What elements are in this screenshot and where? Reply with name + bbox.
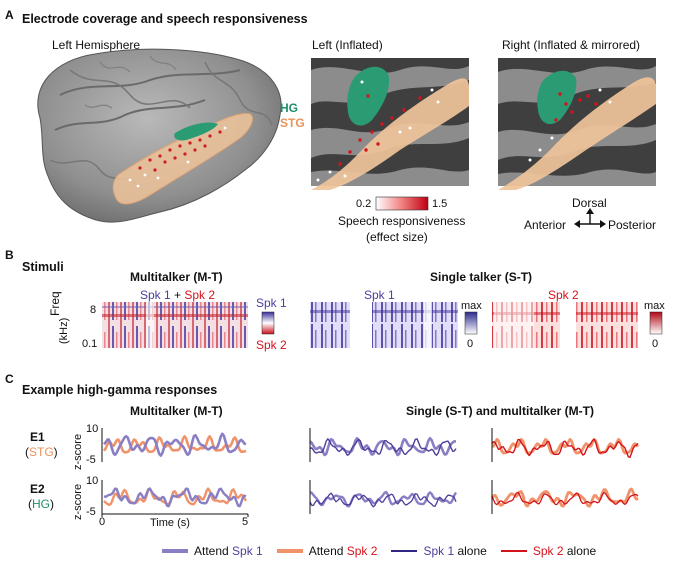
e1-st-attend-spk1-trace xyxy=(309,437,457,457)
e1-st-spk2-alone-trace xyxy=(491,438,639,458)
e2-mt-attend-spk1-trace xyxy=(103,487,247,508)
ylabel-e1: z-score xyxy=(72,433,84,470)
ytick-e2-top: 10 xyxy=(86,475,99,487)
legend-attend-word-2: Attend xyxy=(308,544,347,558)
legend-spk1-word: Spk 1 xyxy=(232,544,263,558)
freq-axis-label: Freq xyxy=(48,291,62,316)
axes-multitalker xyxy=(101,428,249,517)
orientation-compass xyxy=(574,208,606,228)
ytick-e1-bottom: -5 xyxy=(86,454,96,466)
panel-b-letter: B xyxy=(5,248,14,262)
responsiveness-colorbar xyxy=(375,196,429,211)
legend-attend-spk2: Attend Spk 2 xyxy=(309,544,378,558)
xlabel-time: Time (s) xyxy=(150,517,190,529)
e1-mt-attend-spk1-trace xyxy=(103,432,247,457)
xtick-5: 5 xyxy=(242,516,249,528)
compass-posterior: Posterior xyxy=(608,218,657,232)
left-hemisphere-label: Left Hemisphere xyxy=(52,38,141,52)
e2-st-spk1-alone-trace xyxy=(309,492,457,508)
spk1-spectrogram xyxy=(310,302,458,348)
legend-attend-word: Attend xyxy=(194,544,233,558)
legend-attend-spk1: Attend Spk 1 xyxy=(194,544,263,558)
e2-st-spk2-alone-trace xyxy=(491,491,639,506)
legend-swatch-spk1-alone xyxy=(391,550,418,552)
bipolar-colorbar xyxy=(261,311,275,335)
spk1-colorbar xyxy=(464,311,478,335)
e2-region-name: HG xyxy=(32,497,50,511)
freq-tick-top: 8 xyxy=(90,304,97,316)
colorbar-label: Speech responsiveness xyxy=(338,214,466,228)
spk2-colorbar-zero: 0 xyxy=(652,338,659,350)
ylabel-e2: z-score xyxy=(72,483,84,520)
panel-c-title: Example high-gamma responses xyxy=(22,383,218,397)
freq-axis-unit: (kHz) xyxy=(58,317,70,344)
compass-dorsal: Dorsal xyxy=(572,196,607,210)
panel-a-graphics xyxy=(37,48,656,228)
panel-a-title: Electrode coverage and speech responsive… xyxy=(22,12,308,26)
bipolar-top-label: Spk 1 xyxy=(256,296,287,310)
left-inflated-brain xyxy=(311,58,469,190)
multitalker-spectrogram xyxy=(102,302,248,348)
multitalker-title: Multitalker (M-T) xyxy=(130,270,223,284)
single-spk2-label: Spk 2 xyxy=(548,288,579,302)
freq-tick-bottom: 0.1 xyxy=(82,338,98,350)
electrode-e2: E2 xyxy=(30,482,45,496)
left-inflated-label: Left (Inflated) xyxy=(312,38,383,52)
e1-st-attend-spk2-trace xyxy=(491,438,640,455)
mix-spk1: Spk 1 xyxy=(140,288,171,302)
compass-anterior: Anterior xyxy=(524,218,567,232)
e2-st-attend-spk1-trace xyxy=(309,490,458,508)
ytick-e1-top: 10 xyxy=(86,423,99,435)
right-inflated-brain xyxy=(498,58,656,190)
legend-spk2-word: Spk 2 xyxy=(346,544,378,558)
ytick-e2-bottom: -5 xyxy=(86,506,96,518)
legend-swatch-attend-spk2 xyxy=(276,549,303,553)
mix-spk2: Spk 2 xyxy=(184,288,216,302)
electrode-e1: E1 xyxy=(30,430,45,444)
legend-alone-word-2: alone xyxy=(563,544,597,558)
single-spk1-label: Spk 1 xyxy=(364,288,395,302)
legend-spk1-alone-word: Spk 1 xyxy=(423,544,455,558)
mix-plus: + xyxy=(170,288,185,302)
spk2-colorbar-max: max xyxy=(644,300,665,312)
legend: Attend Spk 1 Attend Spk 2 Spk 1 alone Sp… xyxy=(162,544,596,558)
responses-multitalker-title: Multitalker (M-T) xyxy=(130,404,223,418)
colorbar-unit: (effect size) xyxy=(366,230,428,244)
legend-spk2-alone-word: Spk 2 xyxy=(532,544,564,558)
panel-b-title: Stimuli xyxy=(22,260,64,274)
spk2-spectrogram xyxy=(492,302,638,348)
right-inflated-label: Right (Inflated & mirrored) xyxy=(502,38,641,52)
legend-swatch-spk2-alone xyxy=(500,550,527,552)
freq-label-text: Freq xyxy=(48,291,62,316)
legend-alone-word: alone xyxy=(454,544,487,558)
stg-label: STG xyxy=(280,116,305,130)
e2-mt-attend-spk2-trace xyxy=(103,487,248,506)
legend-spk1-alone: Spk 1 alone xyxy=(423,544,486,558)
panel-c-letter: C xyxy=(5,372,14,386)
bipolar-bottom-label: Spk 2 xyxy=(256,338,287,352)
legend-spk2-alone: Spk 2 alone xyxy=(533,544,596,558)
mix-speaker-label: Spk 1 + Spk 2 xyxy=(140,288,215,302)
spk1-colorbar-max: max xyxy=(461,300,482,312)
e2-st-attend-spk2-trace xyxy=(490,487,639,508)
legend-swatch-attend-spk1 xyxy=(162,549,188,553)
colorbar-max: 1.5 xyxy=(432,198,448,210)
xtick-0: 0 xyxy=(99,516,106,528)
responses-single-multi-title: Single (S-T) and multitalker (M-T) xyxy=(406,404,594,418)
spk2-colorbar xyxy=(649,311,663,335)
electrode-e1-region: (STG) xyxy=(25,445,58,459)
e1-st-spk1-alone-trace xyxy=(309,438,457,456)
e1-mt-attend-spk2-trace xyxy=(102,435,247,454)
spk1-colorbar-zero: 0 xyxy=(467,338,474,350)
e1-region-name: STG xyxy=(29,445,54,459)
left-hemisphere-brain xyxy=(37,48,282,223)
electrode-e2-region: (HG) xyxy=(28,497,54,511)
panel-a-letter: A xyxy=(5,8,14,22)
colorbar-min: 0.2 xyxy=(356,198,372,210)
hg-label: HG xyxy=(280,101,298,115)
single-talker-title: Single talker (S-T) xyxy=(430,270,533,284)
